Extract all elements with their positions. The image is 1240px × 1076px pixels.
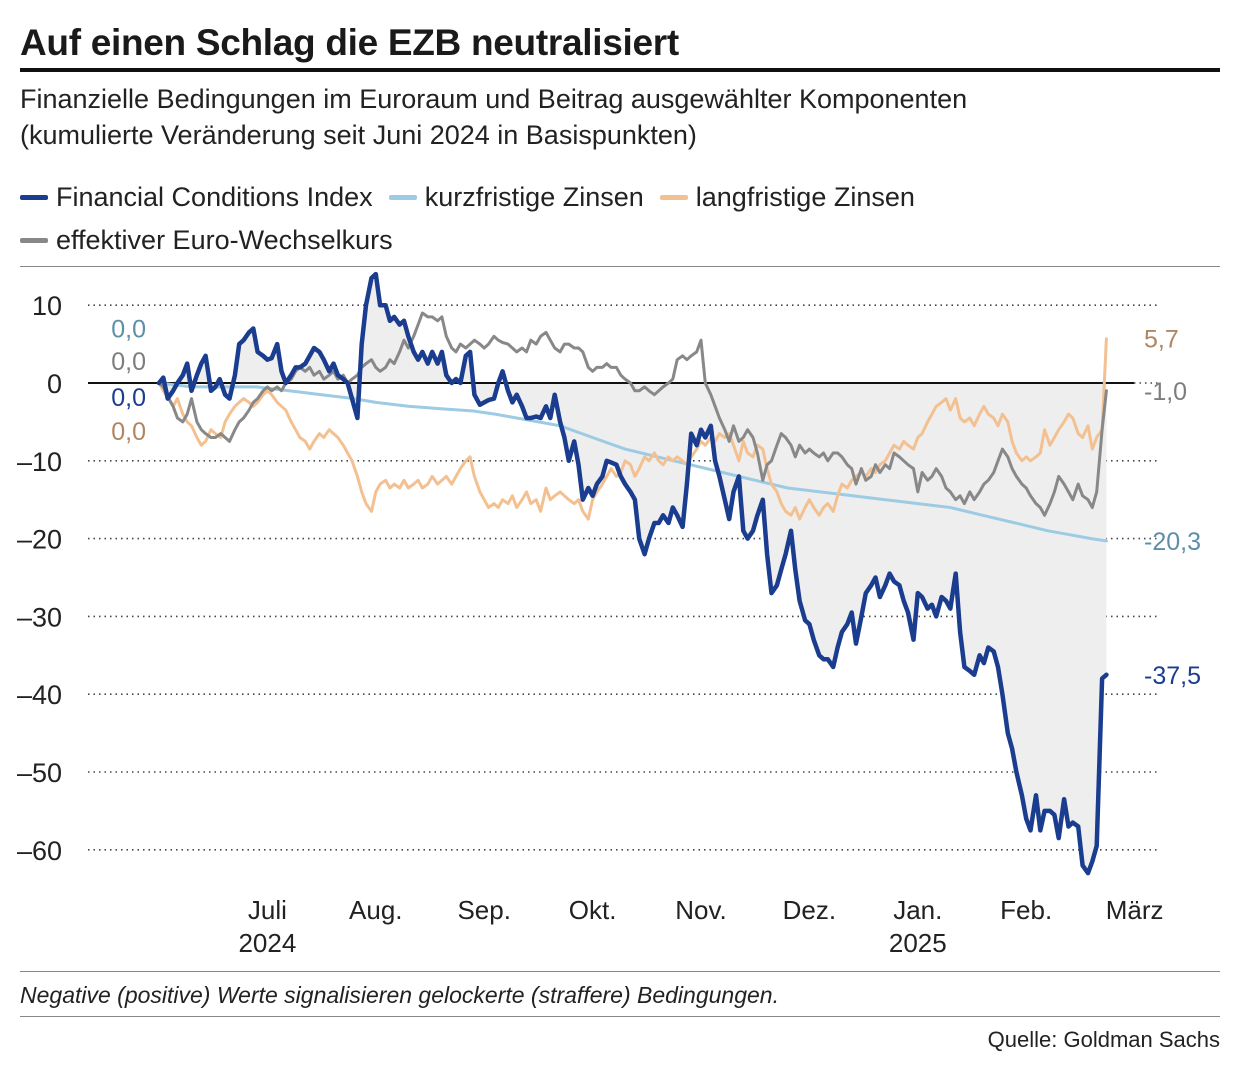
y-tick-label: –20 [17, 525, 62, 555]
fci-area-fill [159, 274, 1107, 874]
x-tick-label: Jan. [893, 895, 942, 925]
y-tick-label: 10 [32, 291, 62, 321]
legend-item-wechselkurs: effektiver Euro-Wechselkurs [20, 225, 393, 256]
x-tick-label: Aug. [349, 895, 403, 925]
y-tick-label: –60 [17, 836, 62, 866]
x-tick-label: Nov. [675, 895, 727, 925]
x-tick-label: Sep. [457, 895, 511, 925]
end-value-label: -20,3 [1144, 528, 1201, 556]
series-line-langfristige-zinsen [157, 337, 1108, 521]
y-tick-label: –10 [17, 447, 62, 477]
y-tick-label: –30 [17, 602, 62, 632]
end-value-label: -37,5 [1144, 662, 1201, 690]
legend-swatch-langfristige-zinsen [659, 195, 688, 200]
y-tick-label: 0 [47, 369, 62, 399]
note-rule-top [20, 971, 1220, 972]
legend-item-fci: Financial Conditions Index [20, 182, 373, 213]
source-credit: Quelle: Goldman Sachs [987, 1027, 1220, 1052]
legend-label-wechselkurs: effektiver Euro-Wechselkurs [56, 225, 393, 255]
legend-swatch-fci [20, 195, 48, 200]
start-value-label: 0,0 [111, 348, 146, 376]
legend-swatch-wechselkurs [20, 238, 48, 243]
chart-title: Auf einen Schlag die EZB neutralisiert [20, 22, 679, 63]
x-tick-year-label: 2025 [889, 928, 947, 958]
legend-item-kurzfristige-zinsen: kurzfristige Zinsen [388, 182, 644, 213]
start-value-label: 0,0 [111, 384, 146, 412]
x-tick-label: Juli [248, 895, 287, 925]
end-value-label: 5,7 [1144, 326, 1179, 354]
chart-note: Negative (positive) Werte signalisieren … [20, 982, 779, 1008]
legend-label-langfristige-zinsen: langfristige Zinsen [695, 182, 915, 212]
legend-label-kurzfristige-zinsen: kurzfristige Zinsen [424, 182, 644, 212]
start-value-label: 0,0 [111, 418, 146, 446]
legend-row-1: Financial Conditions Index kurzfristige … [20, 182, 931, 213]
legend-label-fci: Financial Conditions Index [56, 182, 373, 212]
series-line-kurzfristige-zinsen [157, 381, 1108, 543]
y-tick-label: –50 [17, 758, 62, 788]
series-line-effektiver-euro-wechselkurs [157, 311, 1108, 517]
legend-swatch-kurzfristige-zinsen [388, 195, 417, 200]
x-tick-label: Feb. [1000, 895, 1052, 925]
x-tick-year-label: 2024 [238, 928, 296, 958]
series-line-financial-conditions-index [156, 271, 1109, 876]
x-tick-label: März [1106, 895, 1164, 925]
title-rule [20, 68, 1220, 72]
legend-item-langfristige-zinsen: langfristige Zinsen [659, 182, 915, 213]
start-value-label: 0,0 [111, 316, 146, 344]
subtitle-line-2: (kumulierte Veränderung seit Juni 2024 i… [20, 120, 697, 150]
note-rule-bottom [20, 1016, 1220, 1017]
x-tick-label: Dez. [783, 895, 836, 925]
legend-row-2: effektiver Euro-Wechselkurs [20, 225, 409, 256]
y-tick-label: –40 [17, 680, 62, 710]
x-tick-label: Okt. [569, 895, 617, 925]
end-value-label: -1,0 [1144, 378, 1187, 406]
subtitle-line-1: Finanzielle Bedingungen im Euroraum und … [20, 84, 968, 114]
legend-rule [20, 266, 1220, 267]
